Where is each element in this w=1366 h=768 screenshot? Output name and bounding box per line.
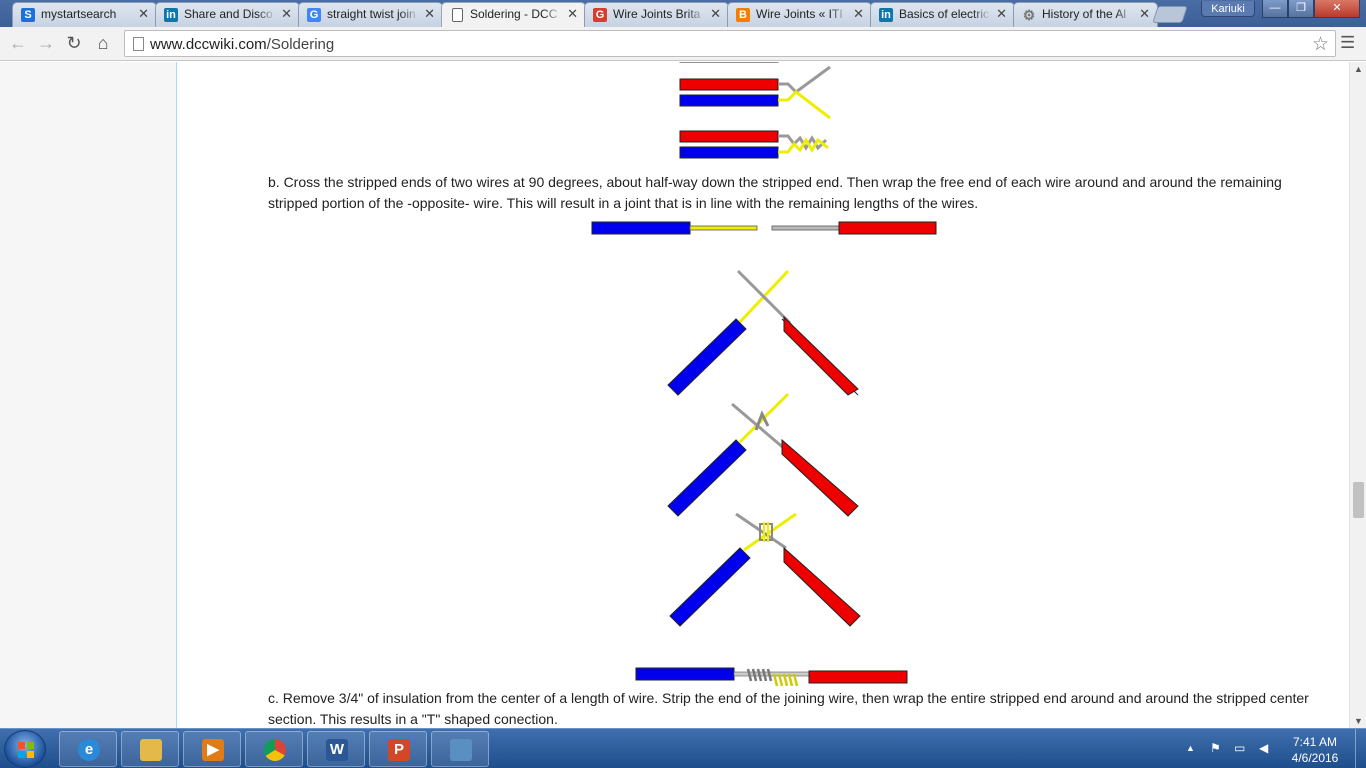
figure-a-diagram <box>679 62 831 159</box>
linkedin-icon: in <box>164 8 178 22</box>
taskbar-app-internet-explorer[interactable]: e <box>59 731 117 767</box>
clock-date: 4/6/2016 <box>1291 751 1339 765</box>
chrome-icon <box>264 739 286 761</box>
windows-flag-icon <box>18 742 34 758</box>
close-window-button[interactable]: ✕ <box>1314 0 1360 18</box>
browser-tab[interactable]: ⚙ History of the Al ✕ <box>1013 2 1158 27</box>
gear-icon: ⚙ <box>1022 7 1036 23</box>
show-desktop-button[interactable] <box>1355 729 1366 768</box>
paragraph-c: c. Remove 3/4" of insulation from the ce… <box>268 690 1309 727</box>
scroll-down-arrow-icon[interactable]: ▼ <box>1354 716 1363 726</box>
close-tab-icon[interactable]: ✕ <box>1139 6 1150 21</box>
taskbar-app-file-explorer[interactable] <box>121 731 179 767</box>
close-tab-icon[interactable]: ✕ <box>996 6 1007 21</box>
tab-title: Basics of electric <box>899 7 990 21</box>
figure-b-wires-separated <box>591 221 937 235</box>
tab-title: mystartsearch <box>41 7 117 21</box>
close-tab-icon[interactable]: ✕ <box>567 6 578 21</box>
tab-title: Wire Joints « ITI <box>756 7 843 21</box>
url-path: /Soldering <box>266 36 335 53</box>
clock-time: 7:41 AM <box>1292 735 1338 749</box>
close-tab-icon[interactable]: ✕ <box>710 6 721 21</box>
close-tab-icon[interactable]: ✕ <box>424 6 435 21</box>
taskbar-app-word[interactable]: W <box>307 731 365 767</box>
scroll-up-arrow-icon[interactable]: ▲ <box>1354 64 1363 74</box>
browser-toolbar: ← → ↻ ⌂ www.dccwiki.com/Soldering ☆ ☰ <box>0 27 1366 61</box>
powerpoint-icon: P <box>388 739 410 761</box>
page-icon <box>452 8 463 22</box>
page-viewport: b. Cross the stripped ends of two wires … <box>0 62 1349 728</box>
figure-b-wires-crossed <box>667 269 859 396</box>
reload-icon[interactable]: ↻ <box>66 33 82 53</box>
page-icon <box>133 37 144 51</box>
close-tab-icon[interactable]: ✕ <box>853 6 864 21</box>
bookmark-star-icon[interactable]: ☆ <box>1311 34 1329 55</box>
browser-tab[interactable]: G Wire Joints Brita ✕ <box>584 2 729 27</box>
browser-tab[interactable]: B Wire Joints « ITI ✕ <box>727 2 872 27</box>
photo-viewer-icon <box>450 739 472 761</box>
volume-icon[interactable]: ◀ <box>1259 741 1269 755</box>
url-host: www.dccwiki.com <box>150 36 267 53</box>
new-tab-button[interactable] <box>1152 6 1188 23</box>
taskbar-app-chrome[interactable] <box>245 731 303 767</box>
figure-b-wires-wrapped <box>669 512 861 627</box>
browser-tab[interactable]: Soldering - DCC ✕ <box>441 2 586 28</box>
minimize-button[interactable]: — <box>1262 0 1288 18</box>
tray-expand-icon[interactable]: ▲ <box>1186 743 1195 753</box>
tab-title: straight twist join <box>327 7 416 21</box>
taskbar-app-powerpoint[interactable]: P <box>369 731 427 767</box>
tab-title: History of the Al <box>1042 7 1127 21</box>
url-text: www.dccwiki.com/Soldering <box>150 36 334 53</box>
taskbar-app-media-player[interactable]: ▶ <box>183 731 241 767</box>
paragraph-b: b. Cross the stripped ends of two wires … <box>268 174 1282 211</box>
vertical-scrollbar[interactable]: ▲ ▼ <box>1349 62 1366 728</box>
action-center-flag-icon[interactable]: ⚑ <box>1210 741 1221 755</box>
linkedin-icon: in <box>879 8 893 22</box>
menu-icon[interactable]: ☰ <box>1340 33 1356 52</box>
internet-explorer-icon: e <box>78 739 100 761</box>
tab-title: Share and Disco <box>184 7 273 21</box>
close-tab-icon[interactable]: ✕ <box>138 6 149 21</box>
google-icon: G <box>307 8 321 22</box>
figure-b-wires-wrapping <box>667 392 859 517</box>
tab-title: Soldering - DCC <box>470 7 558 21</box>
browser-tab[interactable]: in Share and Disco ✕ <box>155 2 300 27</box>
network-icon[interactable]: ▭ <box>1234 741 1246 755</box>
figure-b-inline-joint <box>635 667 908 687</box>
taskbar-app-photo-viewer[interactable] <box>431 731 489 767</box>
left-sidebar <box>0 62 177 728</box>
word-icon: W <box>326 739 348 761</box>
media-player-icon: ▶ <box>202 739 224 761</box>
home-icon[interactable]: ⌂ <box>97 33 109 53</box>
back-arrow-icon[interactable]: ← <box>9 33 27 53</box>
profile-button[interactable]: Kariuki <box>1201 1 1255 17</box>
blogger-icon: B <box>736 8 750 22</box>
start-button[interactable] <box>4 730 46 768</box>
scroll-thumb[interactable] <box>1353 482 1364 518</box>
windows-taskbar: e ▶ W P ▲ ⚑ ▭ ◀ 7:41 AM 4/6/2016 <box>0 728 1366 768</box>
google-plus-icon: G <box>593 8 607 22</box>
close-tab-icon[interactable]: ✕ <box>281 6 292 21</box>
maximize-button[interactable]: ❐ <box>1288 0 1314 18</box>
file-explorer-icon <box>140 739 162 761</box>
system-clock[interactable]: 7:41 AM 4/6/2016 <box>1283 734 1347 766</box>
tab-title: Wire Joints Brita <box>613 7 701 21</box>
browser-tab[interactable]: in Basics of electric ✕ <box>870 2 1015 27</box>
s-icon: S <box>21 8 35 22</box>
address-bar[interactable]: www.dccwiki.com/Soldering ☆ <box>124 30 1336 57</box>
forward-arrow-icon[interactable]: → <box>37 33 55 53</box>
